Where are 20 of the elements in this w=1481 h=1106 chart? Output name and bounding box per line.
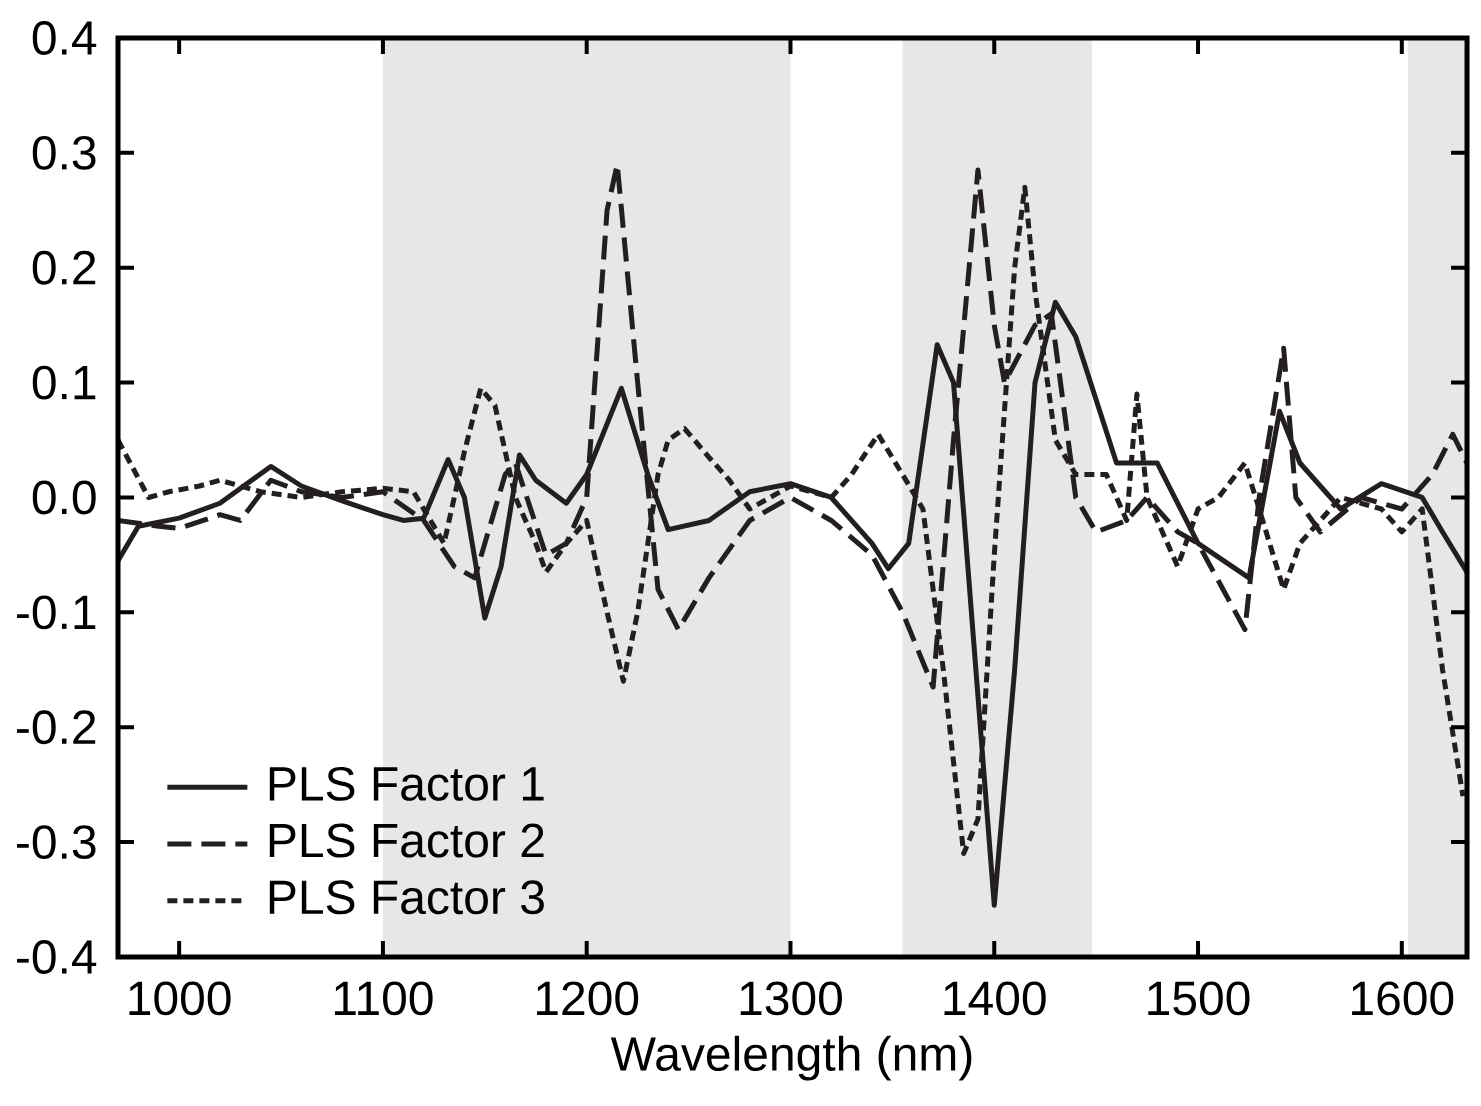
y-tick-label: 0.0: [32, 480, 96, 515]
x-axis-title: Wavelength (nm): [610, 1035, 972, 1081]
y-tick-label: 0.1: [32, 365, 96, 400]
legend-label: PLS Factor 3: [269, 880, 544, 915]
x-tick-label: 1200: [536, 981, 639, 1016]
y-tick-label: 0.2: [32, 250, 96, 285]
x-tick-label: 1500: [1148, 981, 1250, 1016]
y-tick-label: -0.2: [17, 710, 96, 745]
x-tick-label: 1600: [1352, 981, 1454, 1016]
legend-label: PLS Factor 1: [269, 766, 544, 801]
y-tick-label: -0.4: [17, 940, 97, 974]
x-tick-label: 1400: [944, 981, 1046, 1016]
x-tick-label: 1300: [740, 981, 842, 1016]
x-tick-label: 1100: [334, 981, 433, 1016]
legend-label: PLS Factor 2: [269, 823, 544, 858]
y-tick-label: 0.4: [32, 21, 97, 55]
y-tick-label: -0.1: [17, 595, 96, 630]
x-tick-label: 1000: [129, 981, 231, 1016]
y-tick-label: 0.3: [32, 135, 96, 170]
y-tick-label: -0.3: [17, 825, 96, 860]
